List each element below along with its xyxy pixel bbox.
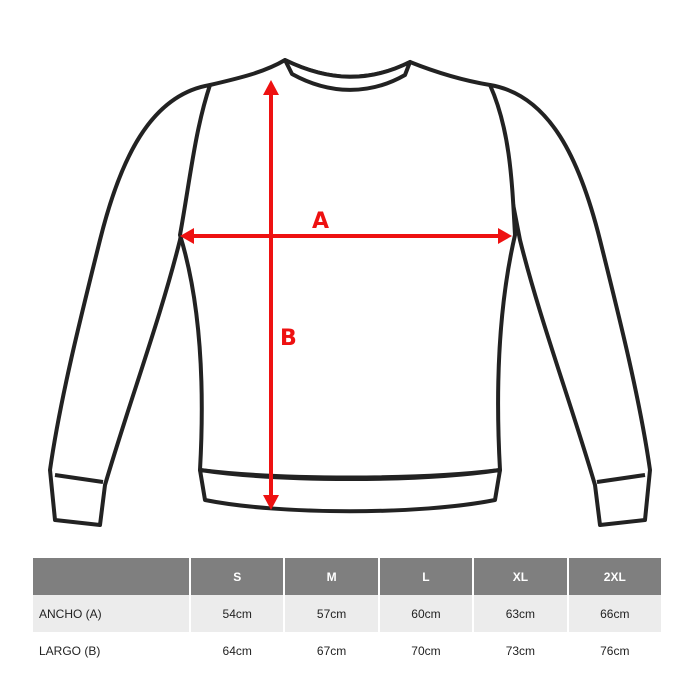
arrow-b-bottom-head	[263, 495, 279, 510]
cell: 54cm	[190, 595, 286, 632]
label-a: A	[312, 209, 329, 234]
row-label: LARGO (B)	[33, 632, 191, 669]
header-2xl: 2XL	[567, 558, 664, 595]
cell: 57cm	[284, 595, 380, 632]
arrow-b-top-head	[263, 80, 279, 95]
right-cuff	[596, 473, 646, 484]
header-s: S	[190, 558, 286, 595]
table-row: LARGO (B) 64cm 67cm 70cm 73cm 76cm	[33, 632, 664, 669]
cell: 67cm	[284, 632, 380, 669]
cell: 76cm	[567, 632, 664, 669]
cell: 73cm	[473, 632, 569, 669]
arrow-a-left-head	[180, 228, 194, 244]
collar	[283, 58, 412, 92]
label-b: B	[280, 326, 297, 351]
cell: 66cm	[567, 595, 664, 632]
header-xl: XL	[473, 558, 569, 595]
sweater-diagram: A B	[48, 58, 652, 527]
cell: 70cm	[378, 632, 475, 669]
arrow-a-right-head	[498, 228, 512, 244]
table-row: ANCHO (A) 54cm 57cm 60cm 63cm 66cm	[33, 595, 664, 632]
header-m: M	[284, 558, 380, 595]
left-cuff	[54, 473, 104, 484]
size-table: S M L XL 2XL ANCHO (A) 54cm 57cm 60cm 63…	[33, 558, 664, 669]
cell: 64cm	[190, 632, 286, 669]
header-l: L	[378, 558, 475, 595]
header-corner	[33, 558, 191, 595]
table-header-row: S M L XL 2XL	[33, 558, 664, 595]
cell: 60cm	[378, 595, 475, 632]
right-sleeve	[488, 83, 652, 527]
sweater-body	[178, 58, 517, 480]
row-label: ANCHO (A)	[33, 595, 191, 632]
cell: 63cm	[473, 595, 569, 632]
left-sleeve	[48, 83, 212, 527]
